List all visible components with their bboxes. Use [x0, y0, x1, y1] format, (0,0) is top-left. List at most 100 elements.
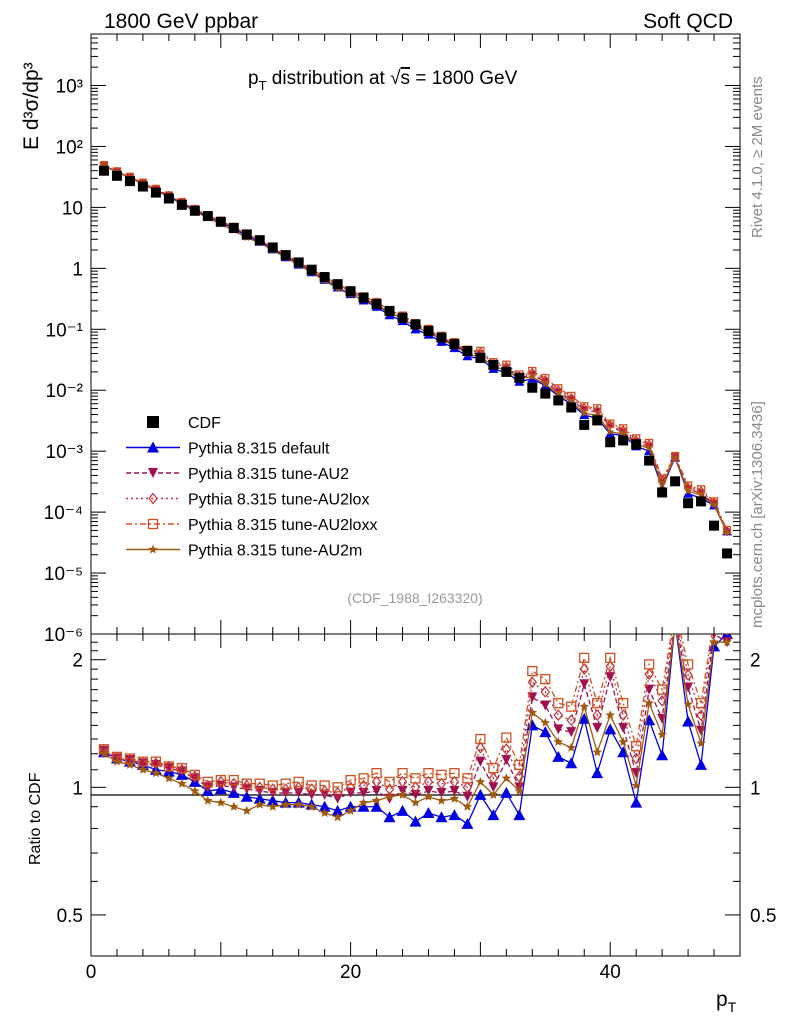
series-point-ratio [565, 757, 578, 769]
legend-marker [148, 468, 158, 478]
series-point-ratio [332, 782, 343, 793]
series-point-ratio [501, 743, 512, 756]
cdf-data-point [306, 264, 317, 275]
series-point-ratio [592, 697, 603, 709]
series-point-ratio [475, 741, 486, 754]
series-point-ratio [657, 729, 667, 739]
legend-label: CDF [188, 415, 221, 432]
header-right: Soft QCD [643, 10, 733, 33]
series-point-ratio [357, 800, 370, 812]
series-point-ratio [371, 768, 382, 779]
x-axis-title: pT [716, 988, 737, 1015]
cdf-data-point [657, 487, 668, 498]
legend-marker [147, 416, 159, 428]
series-point-ratio [462, 773, 473, 784]
series-point-ratio [578, 712, 591, 724]
series-point-ratio [644, 684, 655, 695]
series-point-ratio [319, 780, 330, 791]
cdf-data-point [696, 496, 707, 507]
series-point-ratio [552, 750, 565, 762]
cdf-data-point [579, 419, 590, 430]
series-point-ratio [579, 652, 590, 664]
series-point-ratio [553, 697, 564, 709]
series-point-ratio [514, 786, 525, 796]
y-tick-label-ratio: 0.5 [57, 906, 83, 927]
series-point-ratio [436, 795, 447, 805]
series-point-ratio [125, 759, 135, 769]
series-point-main [606, 427, 614, 436]
cdf-data-point [241, 229, 252, 240]
cdf-data-point [709, 520, 720, 531]
series-point-ratio [643, 659, 655, 670]
legend: CDF Pythia 8.315 default Pythia 8.315 tune… [126, 415, 377, 560]
cdf-data-point [449, 339, 460, 350]
series-point-ratio [241, 778, 252, 789]
cdf-data-point [514, 372, 525, 383]
series-point-main [671, 453, 679, 461]
series-point-ratio [695, 697, 707, 709]
series-point-ratio [383, 811, 396, 823]
series-point-ratio [630, 796, 643, 808]
series-point-ratio [409, 815, 422, 827]
series-point-ratio [306, 783, 317, 796]
cdf-data-point [150, 187, 161, 198]
cdf-data-point [163, 193, 174, 204]
legend-marker [147, 441, 159, 453]
series-point-ratio [280, 799, 291, 809]
series-point-main [541, 380, 550, 388]
series-point-ratio [254, 781, 265, 794]
series-point-ratio [345, 805, 356, 815]
series-point-ratio [722, 637, 732, 647]
series-point-main [683, 488, 694, 498]
cdf-data-point [137, 181, 148, 192]
legend-label: Pythia 8.315 default [188, 441, 330, 458]
axis-ticks: 0 20 40 10⁻⁶ 10⁻⁵ 10⁻⁴ 10⁻³ 10⁻² 10⁻¹ 1 10 10² 10³ 0.… [44, 33, 776, 983]
series-point-ratio [566, 714, 577, 727]
series-point-ratio [384, 791, 395, 801]
analysis-id: (CDF_1988_I263320) [347, 590, 482, 606]
series-point-ratio [449, 793, 460, 803]
series-point-ratio [540, 717, 551, 727]
series-point-ratio [436, 777, 447, 790]
series-point-ratio [723, 620, 732, 629]
series-point-ratio [240, 790, 253, 802]
series-point-ratio [318, 800, 331, 812]
series-point-ratio [631, 741, 642, 752]
series-point-ratio [487, 809, 500, 821]
series-point-main [606, 419, 615, 428]
series-point-main [528, 373, 537, 381]
series-point-main [723, 528, 731, 536]
series-point-ratio [513, 809, 526, 821]
y-tick-label-main: 10⁻¹ [46, 320, 84, 341]
series-point-ratio [423, 791, 434, 801]
series-point-main [670, 451, 680, 461]
series-point-ratio [670, 614, 680, 624]
series-point-ratio [683, 669, 693, 682]
cdf-data-point [410, 319, 421, 330]
cdf-data-point [683, 498, 694, 509]
series-point-ratio [164, 773, 174, 783]
series-point-ratio [501, 732, 512, 743]
series-point-ratio [540, 700, 551, 711]
cdf-data-point [371, 298, 382, 309]
series-point-ratio [682, 715, 695, 727]
series-point-ratio [657, 694, 667, 707]
cdf-data-point [111, 170, 122, 181]
series-point-ratio [436, 787, 447, 798]
cdf-data-point [540, 388, 551, 399]
legend-marker [148, 544, 158, 554]
series-point-ratio [202, 776, 213, 788]
series-point-ratio [618, 723, 629, 734]
series-point-ratio [410, 781, 421, 794]
series-point-ratio [396, 804, 409, 816]
series-point-ratio [488, 762, 499, 774]
cdf-data-point [293, 257, 304, 268]
y-tick-label-main: 10⁻⁵ [44, 564, 83, 585]
series-point-ratio [422, 806, 435, 818]
series-point-main [671, 451, 679, 462]
series-point-ratio [710, 614, 719, 623]
ratio-series-layer [97, 614, 734, 829]
y-tick-label-main: 10⁻² [46, 381, 84, 402]
cdf-data-point [553, 395, 564, 406]
cdf-data-point [462, 346, 473, 357]
